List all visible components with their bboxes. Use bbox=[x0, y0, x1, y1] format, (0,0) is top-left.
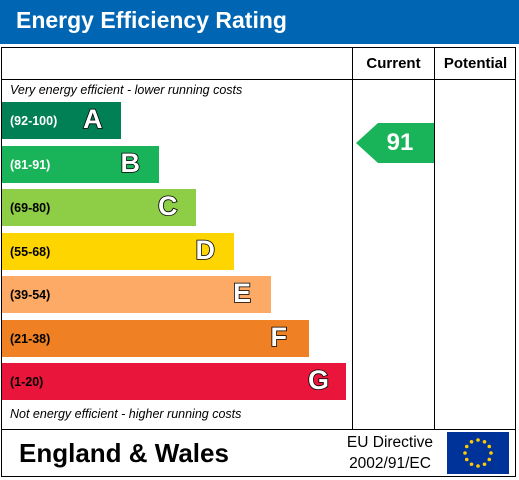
current-rating-value: 91 bbox=[386, 129, 414, 156]
eu-star bbox=[487, 444, 492, 449]
header-rule-left bbox=[1, 79, 352, 80]
band-range-e: (39-54) bbox=[10, 288, 51, 302]
band-letter-b: B bbox=[120, 147, 141, 179]
band-letter-f: F bbox=[270, 321, 288, 353]
eu-directive-code: 2002/91/EC bbox=[349, 455, 431, 472]
eu-star bbox=[469, 462, 474, 467]
band-a bbox=[2, 102, 121, 139]
title-bar: Energy Efficiency Rating bbox=[0, 0, 519, 44]
eu-star bbox=[482, 462, 487, 467]
column-header-potential: Potential bbox=[443, 55, 508, 72]
eu-star bbox=[476, 464, 480, 468]
band-letter-a: A bbox=[82, 103, 103, 135]
chart-frame bbox=[1, 47, 516, 477]
eu-directive-label: EU Directive bbox=[346, 434, 434, 451]
band-range-c: (69-80) bbox=[10, 201, 51, 215]
note-efficient: Very energy efficient - lower running co… bbox=[10, 83, 243, 97]
band-range-a: (92-100) bbox=[10, 114, 58, 128]
band-letter-g: G bbox=[307, 364, 330, 396]
band-g bbox=[2, 363, 346, 400]
band-range-d: (55-68) bbox=[10, 244, 51, 259]
region-label: England & Wales bbox=[19, 438, 229, 468]
header-rule bbox=[352, 79, 516, 80]
column-header-current: Current bbox=[366, 55, 421, 72]
footer-rule bbox=[1, 429, 516, 430]
band-f bbox=[2, 319, 309, 357]
eu-star bbox=[463, 451, 467, 455]
eu-star bbox=[464, 444, 469, 449]
eu-star bbox=[469, 439, 474, 444]
band-range-b: (81-91) bbox=[10, 157, 51, 172]
band-letter-d: D bbox=[195, 234, 216, 266]
band-letter-c: C bbox=[157, 190, 178, 222]
eu-flag-icon bbox=[447, 432, 509, 474]
note-inefficient: Not energy efficient - higher running co… bbox=[10, 407, 242, 421]
eu-star bbox=[482, 439, 487, 444]
band-letter-e: E bbox=[232, 277, 252, 309]
eu-star bbox=[464, 457, 469, 462]
divider-potential bbox=[434, 47, 435, 429]
band-e bbox=[2, 276, 271, 313]
band-b bbox=[2, 145, 159, 183]
band-c bbox=[2, 189, 196, 226]
band-d bbox=[2, 232, 234, 270]
current-arrow-shape bbox=[356, 123, 434, 163]
band-range-f: (21-38) bbox=[10, 331, 51, 346]
current-rating-arrow bbox=[356, 123, 434, 163]
divider-current bbox=[352, 47, 353, 429]
eu-star bbox=[489, 451, 493, 455]
eu-star bbox=[487, 457, 492, 462]
band-range-g: (1-20) bbox=[10, 375, 44, 389]
chart-title: Energy Efficiency Rating bbox=[16, 7, 287, 33]
eu-star bbox=[476, 438, 480, 442]
